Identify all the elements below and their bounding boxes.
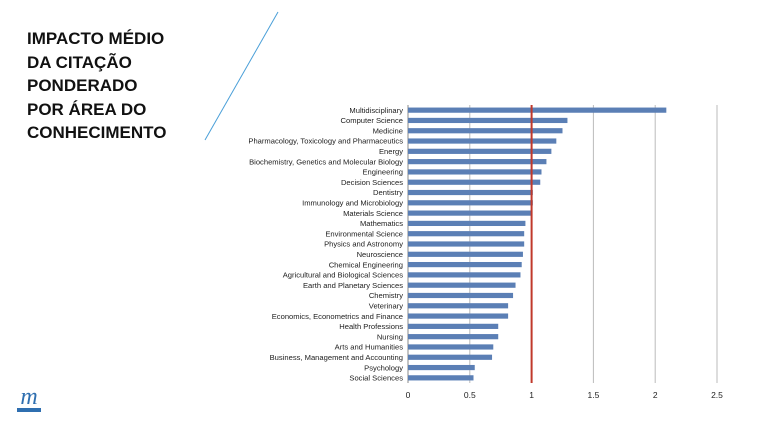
x-tick-label: 0.5 — [464, 390, 476, 400]
title-line: POR ÁREA DO — [27, 99, 147, 119]
title-line: DA CITAÇÃO — [27, 52, 132, 72]
category-label: Social Sciences — [349, 374, 403, 383]
bar — [408, 354, 493, 360]
category-label: Health Professions — [339, 322, 403, 331]
bar — [408, 375, 474, 381]
bar — [408, 282, 516, 288]
bar — [408, 128, 563, 134]
category-label: Chemistry — [369, 291, 403, 300]
title-line: IMPACTO MÉDIO — [27, 29, 165, 48]
bar — [408, 241, 525, 247]
category-label: Pharmacology, Toxicology and Pharmaceuti… — [248, 137, 403, 146]
svg-text:m: m — [20, 385, 37, 410]
category-label: Dentistry — [373, 188, 403, 197]
bar — [408, 231, 525, 237]
category-label: Psychology — [364, 363, 403, 372]
bar — [408, 159, 547, 165]
bar — [408, 303, 509, 309]
bar — [408, 200, 533, 206]
category-label: Neuroscience — [357, 250, 403, 259]
slide-title: IMPACTO MÉDIO DA CITAÇÃO PONDERADO POR Á… — [27, 27, 217, 145]
category-label: Nursing — [377, 332, 403, 341]
bar — [408, 323, 499, 329]
bar — [408, 344, 494, 350]
category-label: Materials Science — [343, 209, 403, 218]
x-tick-label: 1 — [529, 390, 534, 400]
bar — [408, 107, 667, 113]
category-label: Multidisciplinary — [349, 106, 403, 115]
bar — [408, 334, 499, 340]
category-label: Veterinary — [369, 301, 403, 310]
category-label: Agricultural and Biological Sciences — [283, 271, 404, 280]
x-tick-label: 2 — [653, 390, 658, 400]
logo-icon: m — [17, 385, 41, 412]
bar — [408, 117, 568, 124]
category-label: Decision Sciences — [341, 178, 403, 187]
bar — [408, 251, 523, 257]
category-label: Economics, Econometrics and Finance — [272, 312, 403, 321]
bar — [408, 148, 552, 154]
bar — [408, 169, 542, 175]
bar — [408, 189, 533, 196]
category-label: Business, Management and Accounting — [270, 353, 403, 362]
bar — [408, 272, 521, 278]
category-label: Mathematics — [360, 219, 403, 228]
title-line: PONDERADO — [27, 76, 138, 95]
x-tick-label: 0 — [406, 390, 411, 400]
category-label: Engineering — [362, 168, 403, 177]
bar — [408, 210, 532, 216]
bar — [408, 364, 475, 371]
x-tick-label: 2.5 — [711, 390, 723, 400]
category-label: Biochemistry, Genetics and Molecular Bio… — [249, 157, 403, 166]
bar — [408, 261, 522, 268]
category-label: Medicine — [373, 126, 403, 135]
x-tick-label: 1.5 — [587, 390, 599, 400]
bar — [408, 138, 557, 144]
category-label: Chemical Engineering — [329, 260, 403, 269]
category-label: Computer Science — [341, 116, 403, 125]
bar — [408, 220, 526, 227]
category-label: Environmental Science — [325, 229, 403, 238]
title-line: CONHECIMENTO — [27, 123, 167, 142]
category-label: Immunology and Microbiology — [302, 199, 403, 208]
bar — [408, 292, 514, 299]
bar — [408, 179, 541, 185]
category-label: Physics and Astronomy — [324, 240, 403, 249]
category-label: Earth and Planetary Sciences — [303, 281, 403, 290]
category-label: Energy — [379, 147, 403, 156]
bar — [408, 313, 509, 319]
category-label: Arts and Humanities — [335, 343, 404, 352]
